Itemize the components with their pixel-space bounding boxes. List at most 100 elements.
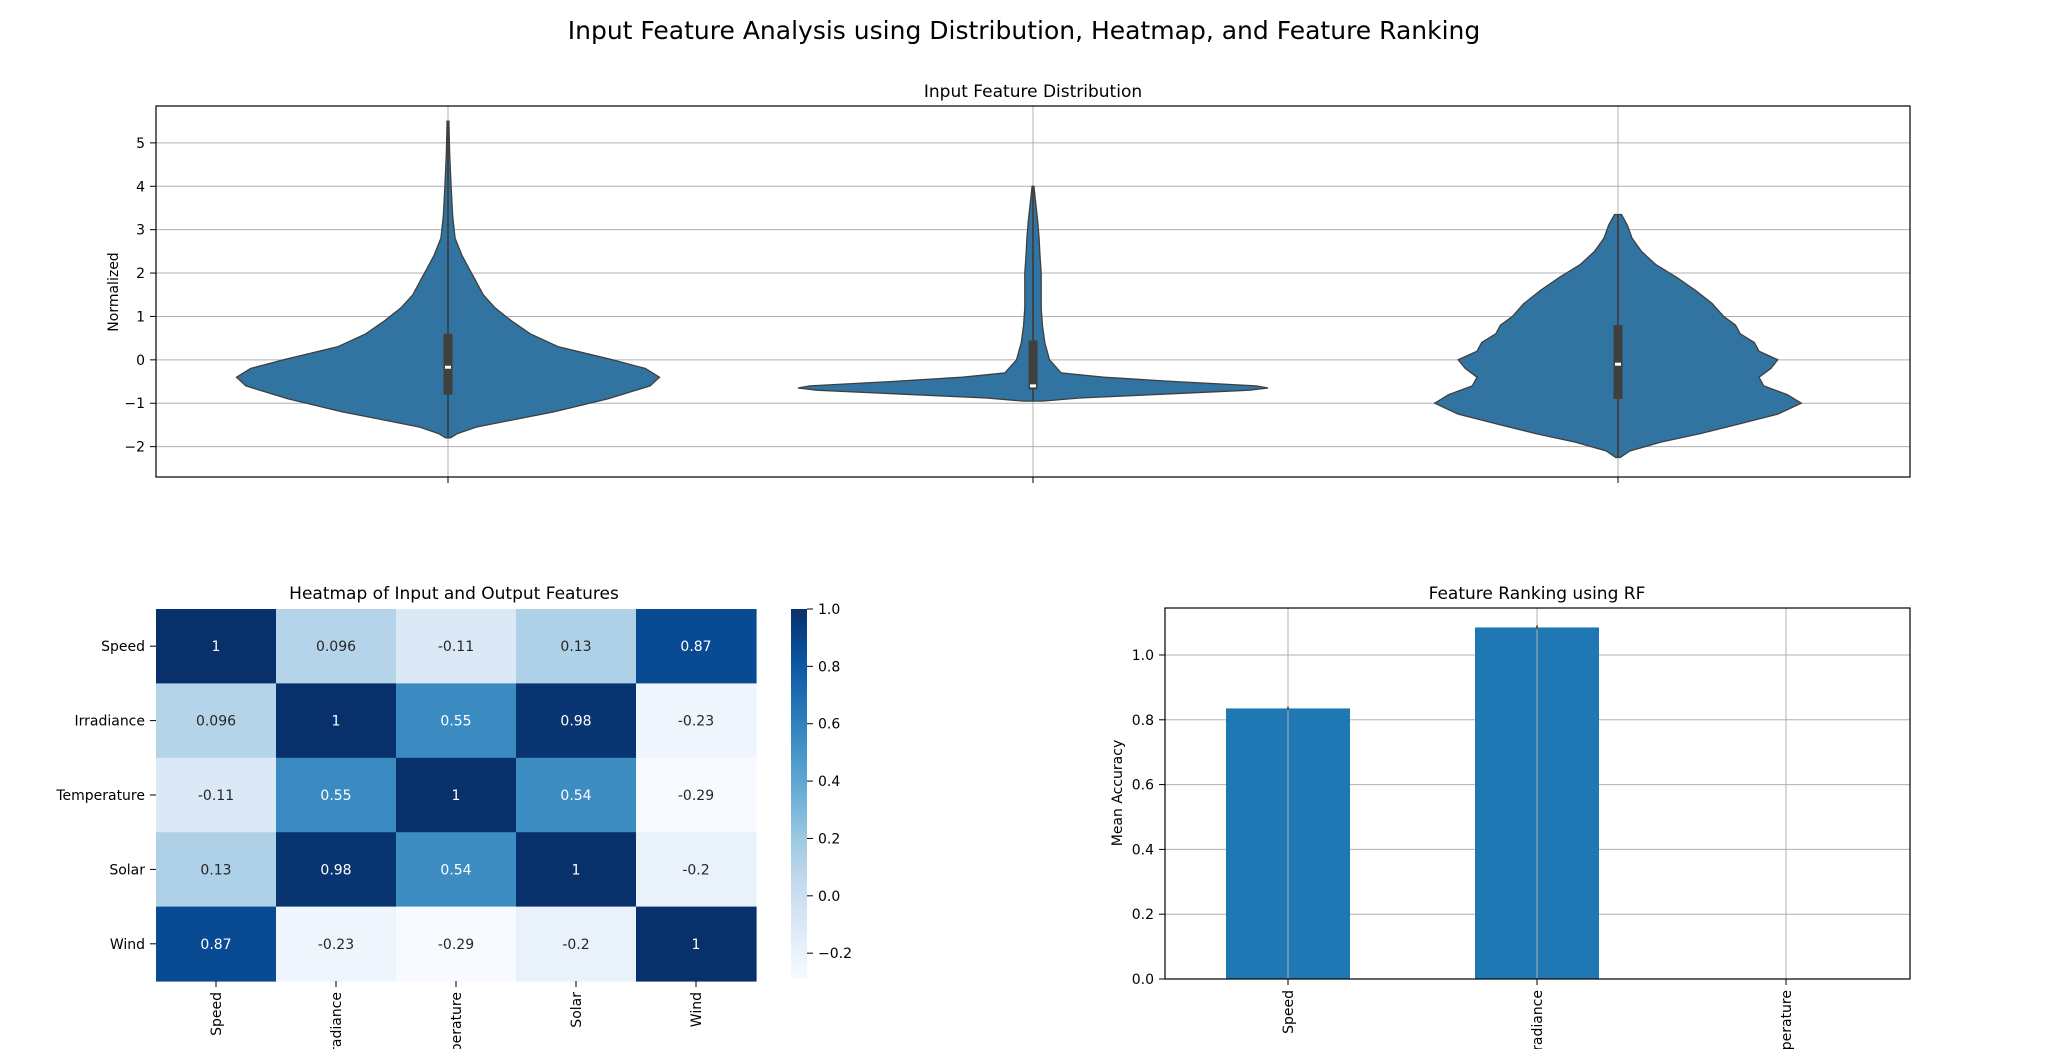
colorbar-tick-label: 1.0	[818, 602, 840, 618]
heatmap-column-labels: Speed Irradiance Temperature Solar Wind	[209, 981, 705, 1049]
violin-chart: Input Feature Distribution −2 −1 0 1 2 3 4 5 No…	[106, 82, 1911, 483]
heatmap-cell	[276, 683, 397, 759]
heatmap-row-label: Temperature	[55, 788, 145, 804]
heatmap-cell	[396, 609, 517, 684]
heatmap-col-label: Solar	[569, 992, 585, 1028]
heatmap-cell	[516, 683, 637, 759]
heatmap-cell-label: 1	[572, 862, 581, 878]
heatmap-title: Heatmap of Input and Output Features	[289, 584, 619, 604]
heatmap-cell	[396, 683, 517, 759]
bar-vertical-gridlines	[1287, 608, 1787, 979]
heatmap-cell-label: 0.98	[320, 862, 351, 878]
colorbar-tick-label: 0.8	[818, 659, 840, 675]
colorbar-tick-label: 0.0	[818, 889, 840, 905]
bar-x-ticks: Speed Irradiance Temperature	[1281, 979, 1795, 1049]
heatmap-cell-label: 0.55	[320, 788, 351, 804]
bar-bars	[1226, 625, 1599, 979]
heatmap-col-label: Speed	[209, 992, 225, 1036]
violin-title: Input Feature Distribution	[924, 82, 1142, 102]
violin-median	[1030, 384, 1036, 388]
heatmap-cell-label: -0.2	[562, 937, 589, 953]
violin-y-tick-label: 3	[136, 223, 145, 239]
violin-box	[1028, 340, 1038, 390]
violin-y-ticks: −2 −1 0 1 2 3 4 5	[124, 136, 1619, 483]
bar-x-tick-label: Speed	[1281, 990, 1297, 1034]
heatmap-cell	[636, 609, 757, 684]
heatmap-cell-label: 1	[212, 639, 221, 655]
heatmap-cell-label: 0.096	[196, 714, 236, 730]
bar-x-tick-label: Irradiance	[1530, 990, 1546, 1049]
heatmap-cell	[156, 757, 277, 833]
heatmap-row-label: Solar	[109, 862, 145, 878]
heatmap-cell	[516, 757, 637, 833]
heatmap-cell-label: -0.23	[318, 937, 354, 953]
bar-x-tick-label: Temperature	[1779, 990, 1795, 1049]
heatmap-cell-label: 0.87	[680, 639, 711, 655]
heatmap-cell	[636, 757, 757, 833]
heatmap-cell-label: -0.23	[678, 714, 714, 730]
heatmap-cell-label: 0.55	[440, 714, 471, 730]
heatmap-cell	[156, 832, 277, 908]
violin-y-tick-label: −2	[124, 440, 145, 456]
heatmap-cell	[636, 832, 757, 908]
heatmap-cell-label: 0.13	[560, 639, 591, 655]
heatmap-cell-label: 1	[692, 937, 701, 953]
heatmap-chart: Heatmap of Input and Output Features 1 0.…	[55, 584, 852, 1049]
bar-y-tick-label: 0.6	[1132, 778, 1154, 794]
heatmap-cell	[636, 683, 757, 759]
violin-y-tick-label: 2	[136, 266, 145, 282]
heatmap-cell-label: 0.13	[200, 862, 231, 878]
violin-median	[1615, 362, 1621, 366]
bar-title: Feature Ranking using RF	[1429, 584, 1646, 604]
violin-box	[443, 333, 453, 395]
heatmap-cell-label: 0.54	[440, 862, 471, 878]
heatmap-cell	[276, 757, 397, 833]
colorbar-ticks: 1.0 0.8 0.6 0.4 0.2 0.0 −0.2	[807, 602, 852, 962]
bar-chart: Feature Ranking using RF 0.0 0.2 0.4 0.6 0.8…	[1110, 584, 1911, 1049]
heatmap-cell-label: 0.98	[560, 714, 591, 730]
bar-y-tick-label: 1.0	[1132, 648, 1154, 664]
colorbar-tick-label: 0.6	[818, 717, 840, 733]
heatmap-cell-label: -0.29	[438, 937, 474, 953]
violin-y-tick-label: −1	[124, 396, 145, 412]
violin-y-tick-label: 1	[136, 309, 145, 325]
bar-y-ticks: 0.0 0.2 0.4 0.6 0.8 1.0	[1132, 648, 1165, 988]
heatmap-cell-label: -0.2	[682, 862, 709, 878]
heatmap-cell	[516, 906, 637, 982]
violin-bodies	[235, 120, 1803, 459]
heatmap-cell-label: 0.096	[316, 639, 356, 655]
heatmap-cell	[156, 906, 277, 982]
bar-y-tick-label: 0.4	[1132, 842, 1154, 858]
violin-y-label: Normalized	[106, 252, 122, 331]
heatmap-col-label: Temperature	[449, 992, 465, 1049]
heatmap-row-labels: Speed Irradiance Temperature Solar Wind	[55, 639, 156, 953]
heatmap-cell	[516, 609, 637, 684]
violin-y-tick-label: 5	[136, 136, 145, 152]
violin-y-tick-label: 4	[136, 179, 145, 195]
heatmap-cell-label: -0.29	[678, 788, 714, 804]
heatmap-col-label: Irradiance	[329, 992, 345, 1049]
violin-box	[1613, 325, 1623, 399]
heatmap-row-label: Irradiance	[74, 714, 145, 730]
bar-y-tick-label: 0.2	[1132, 907, 1154, 923]
heatmap-cell	[396, 832, 517, 908]
heatmap-cell-label: -0.11	[438, 639, 474, 655]
bar-y-label: Mean Accuracy	[1110, 740, 1126, 847]
heatmap-row-label: Speed	[101, 639, 145, 655]
heatmap-colorbar: 1.0 0.8 0.6 0.4 0.2 0.0 −0.2	[791, 602, 852, 979]
heatmap-cell-label: -0.11	[198, 788, 234, 804]
bar-y-tick-label: 0.0	[1132, 972, 1154, 988]
heatmap-cell	[276, 609, 397, 684]
heatmap-cell	[396, 906, 517, 982]
heatmap-cells: 1 0.096 -0.11 0.13 0.87 0.096 1 0.55 0.98 -0.23 -0…	[156, 609, 757, 982]
colorbar-tick-label: −0.2	[818, 946, 852, 962]
heatmap-cell	[276, 832, 397, 908]
violin-y-tick-label: 0	[136, 353, 145, 369]
bar-y-tick-label: 0.8	[1132, 713, 1154, 729]
heatmap-cell	[636, 906, 757, 982]
figure-title: Input Feature Analysis using Distributio…	[568, 16, 1481, 45]
colorbar-gradient	[791, 609, 807, 979]
violin-median	[445, 365, 451, 369]
heatmap-cell	[156, 609, 277, 684]
